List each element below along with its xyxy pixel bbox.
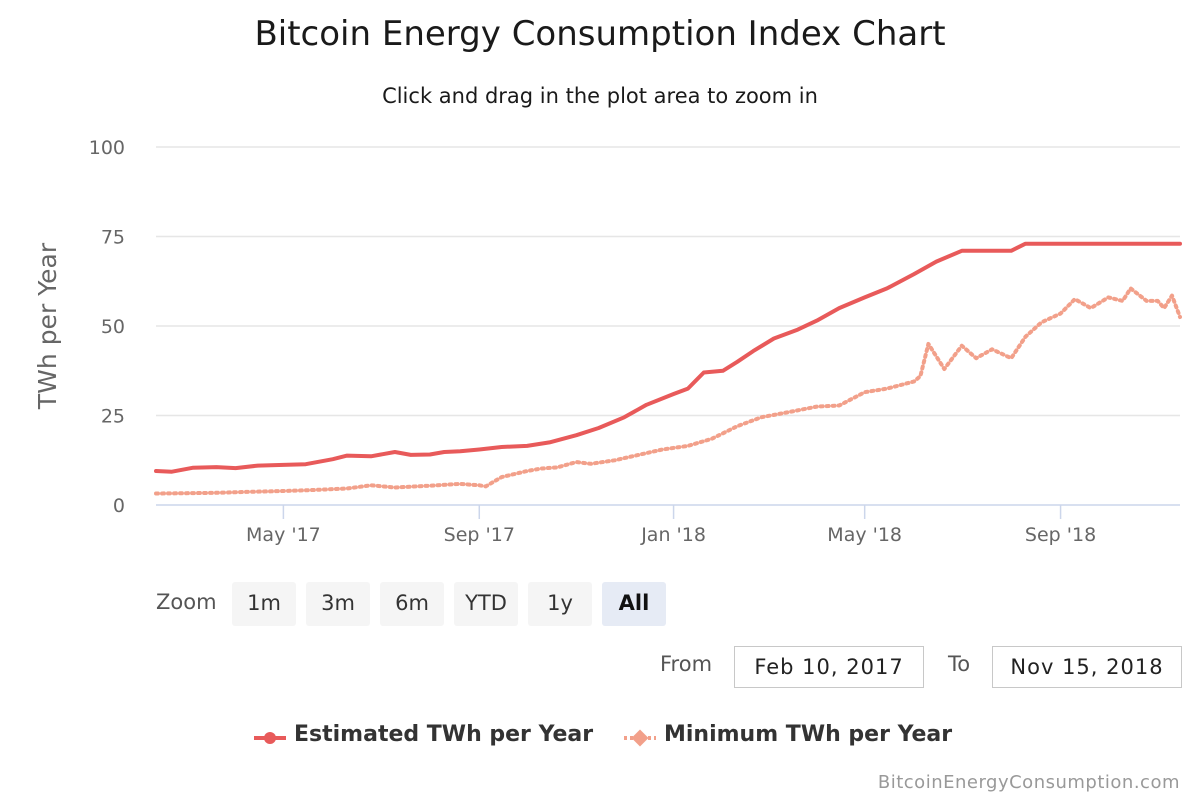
zoom-1y-button[interactable]: 1y	[528, 582, 592, 626]
axis-layer: 0 25 50 75 100 May '17 Sep '17 Jan '18 May '18 Se…	[89, 137, 1180, 546]
y-tick-label: 0	[113, 495, 125, 517]
y-tick-label: 75	[101, 227, 125, 249]
series-minimum-line	[154, 286, 1182, 496]
chart-subtitle: Click and drag in the plot area to zoom …	[382, 84, 818, 108]
series-layer	[154, 241, 1182, 496]
x-tick-label: May '17	[246, 524, 321, 546]
credits-link[interactable]: BitcoinEnergyConsumption.com	[877, 772, 1180, 793]
x-tick-label: Jan '18	[640, 524, 706, 546]
from-date-input[interactable]: Feb 10, 2017	[734, 646, 924, 688]
to-date-input[interactable]: Nov 15, 2018	[992, 646, 1182, 688]
y-tick-label: 25	[101, 406, 125, 428]
zoom-ytd-button[interactable]: YTD	[454, 582, 518, 626]
zoom-6m-button[interactable]: 6m	[380, 582, 444, 626]
to-label: To	[948, 652, 971, 676]
x-tick-label: Sep '17	[444, 524, 515, 546]
x-tick-label: Sep '18	[1025, 524, 1096, 546]
chart-title: Bitcoin Energy Consumption Index Chart	[254, 14, 946, 54]
zoom-label: Zoom	[156, 590, 217, 614]
zoom-all-button[interactable]: All	[602, 582, 666, 626]
x-tick-label: May '18	[827, 524, 902, 546]
legend-minimum-icon	[624, 729, 656, 747]
zoom-1m-button[interactable]: 1m	[232, 582, 296, 626]
zoom-3m-button[interactable]: 3m	[306, 582, 370, 626]
legend-item-minimum[interactable]: Minimum TWh per Year	[664, 722, 953, 747]
legend-estimated-icon	[254, 732, 286, 744]
y-tick-label: 100	[89, 137, 125, 159]
legend-item-estimated[interactable]: Estimated TWh per Year	[294, 722, 594, 747]
series-estimated-line	[154, 241, 1182, 474]
y-axis-title: TWh per Year	[33, 242, 62, 410]
y-tick-label: 50	[101, 316, 125, 338]
grid-layer	[156, 146, 1180, 417]
from-label: From	[660, 652, 713, 676]
